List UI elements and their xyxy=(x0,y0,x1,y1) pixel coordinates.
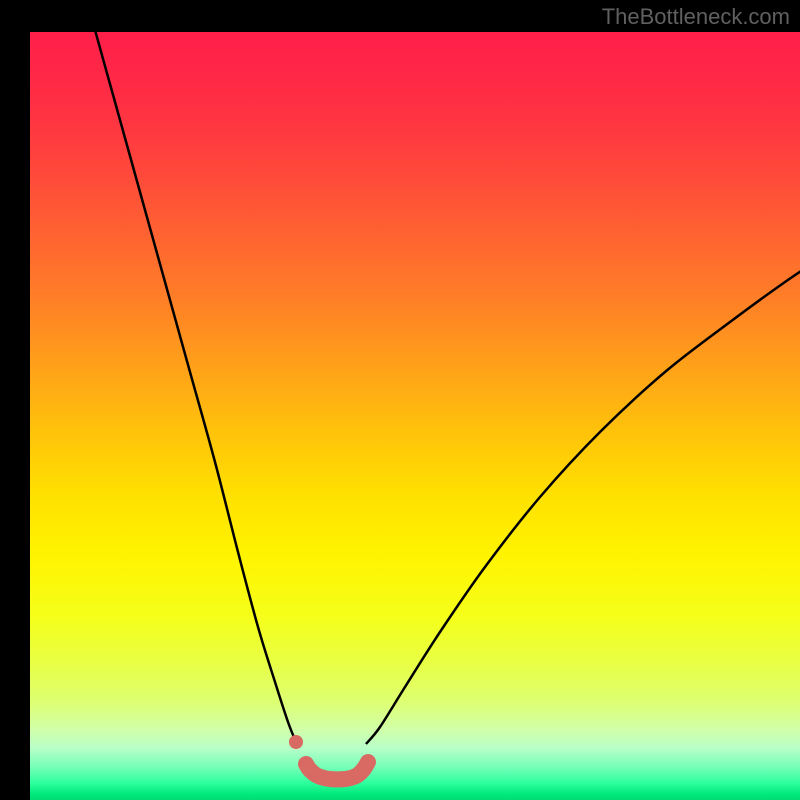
watermark-text: TheBottleneck.com xyxy=(602,4,790,30)
chart-outer-frame: TheBottleneck.com xyxy=(0,0,800,800)
plot-area xyxy=(30,32,800,800)
curve-left-branch xyxy=(90,32,296,742)
left-dot-marker xyxy=(289,735,303,749)
bottom-u-marker xyxy=(306,762,368,779)
curve-overlay xyxy=(30,32,800,800)
curve-right-branch xyxy=(366,252,800,744)
